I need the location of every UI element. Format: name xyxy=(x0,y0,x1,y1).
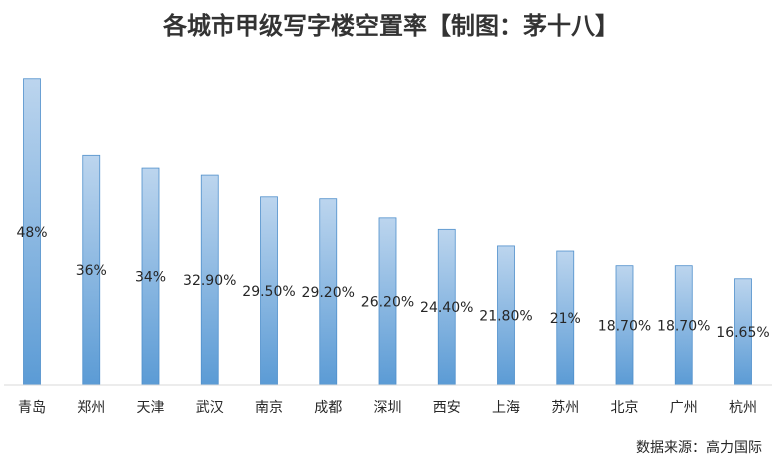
bars-group xyxy=(23,78,752,386)
category-labels-group: 青岛 郑州 天津 武汉 南京 成都 深圳 西安 上海 苏州 北京 广州 杭州 xyxy=(18,400,757,416)
category-label-6: 成都 xyxy=(314,400,342,416)
data-label-7: 26.20% xyxy=(361,294,414,310)
category-label-3: 天津 xyxy=(137,400,165,416)
data-label-12: 18.70% xyxy=(657,318,710,334)
data-label-3: 34% xyxy=(135,270,166,286)
data-label-9: 21.80% xyxy=(479,308,532,324)
data-label-6: 29.20% xyxy=(302,285,355,301)
data-label-2: 36% xyxy=(76,263,107,279)
data-source-note: 数据来源：高力国际 xyxy=(636,439,762,456)
category-label-1: 青岛 xyxy=(18,400,46,416)
data-label-4: 32.90% xyxy=(183,273,236,289)
data-label-11: 18.70% xyxy=(598,318,651,334)
category-label-2: 郑州 xyxy=(77,400,105,416)
category-label-5: 南京 xyxy=(255,400,283,416)
data-label-8: 24.40% xyxy=(420,300,473,316)
data-label-1: 48% xyxy=(16,225,47,241)
category-label-10: 苏州 xyxy=(551,400,579,416)
category-label-13: 杭州 xyxy=(729,400,757,416)
category-label-8: 西安 xyxy=(433,400,461,416)
data-label-5: 29.50% xyxy=(242,284,295,300)
category-label-11: 北京 xyxy=(611,400,639,416)
data-label-10: 21% xyxy=(550,311,581,327)
category-label-7: 深圳 xyxy=(374,400,402,416)
data-labels-group: 48% 36% 34% 32.90% 29.50% 29.20% 26.20% 24.40% 2… xyxy=(16,225,769,341)
category-label-4: 武汉 xyxy=(196,400,224,416)
data-label-13: 16.65% xyxy=(716,325,769,341)
chart-title: 各城市甲级写字楼空置率【制图：茅十八】 xyxy=(162,12,619,40)
category-label-9: 上海 xyxy=(492,400,520,416)
category-label-12: 广州 xyxy=(670,400,698,416)
